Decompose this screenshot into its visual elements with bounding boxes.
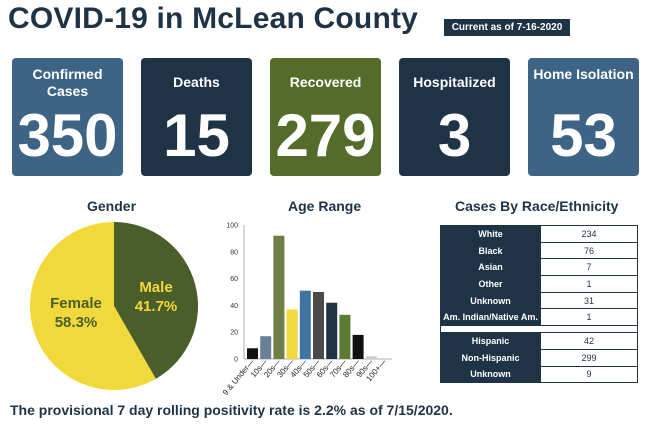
table-row: Non-Hispanic 299 [440,348,638,367]
race-label: White [440,225,541,243]
table-row: White 234 [440,225,638,243]
recovered-card: Recovered 279 [270,58,381,176]
age-bar-30s [286,309,298,359]
y-tick-label: 100 [226,223,238,230]
y-tick-label: 0 [234,357,238,364]
age-bar-10s [260,336,272,359]
card-value: 3 [437,102,472,169]
card-label: Confirmed Cases [32,66,103,99]
age-bar-70s [339,314,351,359]
page-title: COVID-19 in McLean County [8,2,419,35]
table-row: Black 76 [440,241,638,260]
y-tick-label: 80 [230,249,238,256]
race-count: 1 [540,308,638,327]
table-row: Hispanic 42 [440,332,638,350]
age-bar-20s [273,235,285,359]
pie-slice-male [114,222,198,379]
age-bar-80s [352,334,364,359]
hospitalized-card: Hospitalized 3 [399,58,510,176]
race-count: 234 [540,225,638,243]
race-count: 1 [540,275,638,293]
age-bar-90s [365,356,377,359]
card-value: 15 [163,102,230,169]
race-count: 31 [540,291,638,310]
y-tick-label: 40 [230,303,238,310]
y-tick-label: 20 [230,330,238,337]
pie-slice-female [29,222,156,390]
race-label: Unknown [440,365,541,384]
gender-pie-chart: Male 41.7% Female 58.3% [29,222,198,390]
race-count: 299 [540,348,638,367]
as-of-badge: Current as of 7-16-2020 [444,19,570,36]
card-value: 53 [550,102,617,169]
race-count: 42 [540,332,638,350]
table-row: Unknown 31 [440,291,638,310]
race-label: Am. Indian/Native Am. [440,308,541,327]
positivity-rate-note: The provisional 7 day rolling positivity… [10,402,453,418]
card-value: 350 [17,102,118,169]
race-count: 7 [540,258,638,277]
age-bar-9-under [247,348,258,359]
confirmed-cases-card: Confirmed Cases 350 [12,58,123,176]
card-label: Hospitalized [413,74,496,90]
age-bar-50s [313,292,324,359]
card-value: 279 [275,102,376,169]
race-count: 76 [540,241,638,260]
race-label: Asian [440,258,541,277]
pie-percent-female: 58.3% [55,314,98,331]
gender-title: Gender [87,198,137,214]
age-range-title: Age Range [288,198,362,214]
card-label: Deaths [173,74,220,90]
race-title: Cases By Race/Ethnicity [455,198,619,214]
table-spacer [440,325,638,334]
race-table: White 234 Black 76 Asian 7 Other 1 Unknown 31 Am. … [440,225,638,384]
table-row: Other 1 [440,275,638,293]
table-row: Unknown 9 [440,365,638,384]
card-label: Recovered [289,74,362,90]
y-tick-label: 60 [230,276,238,283]
age-bar-60s [326,302,338,359]
pie-label-male: Male [139,279,172,296]
age-bar-40s [299,290,311,359]
race-label: Other [440,275,541,293]
x-tick-label: 9 & Under— [222,358,256,396]
table-row: Am. Indian/Native Am. 1 [440,308,638,327]
pie-label-female: Female [50,295,102,312]
race-label: Non-Hispanic [440,348,541,367]
race-count: 9 [540,365,638,384]
race-label: Black [440,241,541,260]
race-label: Hispanic [440,332,541,350]
table-row: Asian 7 [440,258,638,277]
deaths-card: Deaths 15 [141,58,252,176]
home-isolation-card: Home Isolation 53 [528,58,639,176]
pie-percent-male: 41.7% [135,298,178,315]
card-label: Home Isolation [533,66,634,82]
race-label: Unknown [440,291,541,310]
